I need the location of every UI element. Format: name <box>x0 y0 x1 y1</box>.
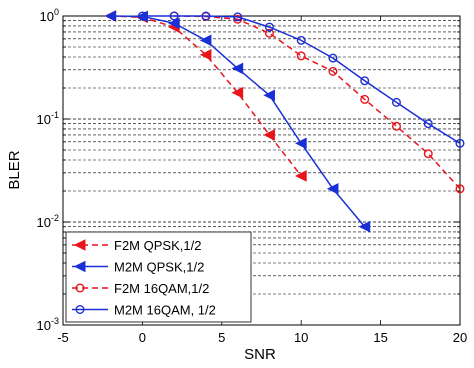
series-4-point <box>264 22 274 32</box>
legend-label-3: F2M 16QAM,1/2 <box>114 281 209 296</box>
legend-label-4: M2M 16QAM, 1/2 <box>114 303 216 318</box>
series-2-point <box>263 89 275 102</box>
series-4-point <box>328 53 338 63</box>
series-3-point <box>296 51 306 61</box>
series-1-point <box>295 170 307 182</box>
series-4-point <box>423 119 433 129</box>
legend-label-2: M2M QPSK,1/2 <box>114 260 204 275</box>
legend-label-1: F2M QPSK,1/2 <box>114 238 201 253</box>
series-2-point <box>326 183 339 195</box>
y-axis-label: BLER <box>6 150 23 189</box>
series-3-point <box>360 94 370 104</box>
series-4-point <box>455 138 465 148</box>
series-3-point <box>328 66 338 76</box>
series-4-point <box>169 11 179 21</box>
series-layer <box>104 10 465 233</box>
series-2 <box>104 10 371 233</box>
legend-marker-3 <box>75 283 85 293</box>
series-1-point <box>231 86 244 99</box>
series-4-point <box>137 11 147 21</box>
x-tick-label: 0 <box>139 330 146 345</box>
axes: -5 0 5 10 15 20 100 10-1 10-2 10-3 <box>37 7 468 345</box>
series-4-point <box>233 12 243 22</box>
x-tick-label: 5 <box>218 330 225 345</box>
y-tick-label: 10-3 <box>37 316 59 333</box>
series-2-point <box>295 137 307 150</box>
series-2-point <box>231 62 244 75</box>
x-tick-label: 15 <box>373 330 387 345</box>
series-1-point <box>263 129 275 141</box>
series-2-point <box>199 34 212 47</box>
legend: F2M QPSK,1/2 M2M QPSK,1/2 F2M 16QAM,1/2 M2M… <box>65 231 252 323</box>
x-tick-label: 10 <box>294 330 308 345</box>
series-4-point <box>360 76 370 86</box>
series-3-point <box>264 28 274 38</box>
y-tick-label: 100 <box>40 7 59 24</box>
series-4-point <box>201 11 211 21</box>
series-1-point <box>199 48 212 61</box>
legend-marker-4 <box>75 305 85 315</box>
legend-box <box>65 231 252 323</box>
series-2-point <box>168 17 180 30</box>
series-3-point <box>455 184 465 194</box>
x-tick-label: 20 <box>453 330 467 345</box>
series-4-line <box>142 15 461 145</box>
series-3-point <box>423 149 433 159</box>
series-2-point <box>358 220 371 233</box>
x-tick-label: -5 <box>57 330 69 345</box>
y-tick-label: 10-2 <box>37 213 59 230</box>
legend-marker-1 <box>73 239 86 251</box>
series-4 <box>137 11 465 148</box>
series-3-point <box>391 121 401 131</box>
series-2-point <box>104 10 117 22</box>
series-4-point <box>296 35 306 45</box>
plot-frame <box>62 15 461 326</box>
legend-marker-2 <box>73 260 86 273</box>
x-axis-label: SNR <box>244 346 276 363</box>
series-4-point <box>391 97 401 107</box>
y-tick-label: 10-1 <box>37 110 59 127</box>
series-3-line <box>174 15 461 190</box>
